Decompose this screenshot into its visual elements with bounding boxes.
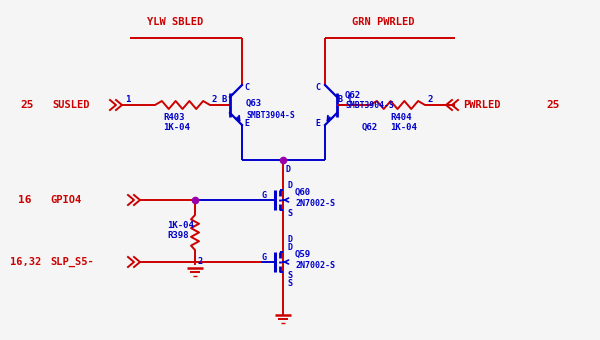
Text: 25: 25 — [20, 100, 34, 110]
Text: SLP_S5-: SLP_S5- — [50, 257, 94, 267]
Text: 1: 1 — [125, 95, 130, 103]
Text: 2: 2 — [427, 95, 433, 103]
Text: R403: R403 — [163, 114, 185, 122]
Text: E: E — [315, 119, 320, 128]
Text: SUSLED: SUSLED — [52, 100, 89, 110]
Text: Q62: Q62 — [345, 90, 361, 100]
Text: 25: 25 — [546, 100, 560, 110]
Text: D: D — [287, 182, 292, 190]
Text: 16,32: 16,32 — [10, 257, 41, 267]
Text: B: B — [222, 95, 227, 103]
Text: Q62: Q62 — [362, 122, 378, 132]
Text: E: E — [244, 119, 249, 128]
Text: PWRLED: PWRLED — [463, 100, 500, 110]
Text: D: D — [286, 165, 291, 173]
Text: 1K-04: 1K-04 — [390, 122, 417, 132]
Text: S: S — [287, 209, 292, 219]
Text: GPIO4: GPIO4 — [50, 195, 81, 205]
Text: S: S — [287, 279, 292, 289]
Text: Q59: Q59 — [295, 250, 311, 258]
Text: Q60: Q60 — [295, 187, 311, 197]
Text: YLW SBLED: YLW SBLED — [147, 17, 203, 27]
Text: 2N7002-S: 2N7002-S — [295, 260, 335, 270]
Text: B: B — [337, 95, 342, 103]
Text: C: C — [315, 83, 320, 91]
Text: SMBT3904-S: SMBT3904-S — [246, 110, 295, 119]
Text: C: C — [244, 83, 249, 91]
Text: 1K-04: 1K-04 — [163, 122, 190, 132]
Text: 1K-04: 1K-04 — [167, 221, 194, 230]
Text: G: G — [261, 253, 266, 261]
Text: Q63: Q63 — [246, 99, 262, 107]
Text: R398: R398 — [167, 232, 188, 240]
Text: SMBT3904-S: SMBT3904-S — [345, 101, 394, 109]
Text: D: D — [287, 243, 292, 253]
Text: R404: R404 — [390, 114, 412, 122]
Text: G: G — [261, 190, 266, 200]
Text: D: D — [287, 236, 292, 244]
Text: GRN PWRLED: GRN PWRLED — [352, 17, 414, 27]
Text: 16: 16 — [18, 195, 32, 205]
Text: 2: 2 — [198, 257, 203, 267]
Text: 2N7002-S: 2N7002-S — [295, 199, 335, 207]
Text: S: S — [287, 272, 292, 280]
Text: 2: 2 — [212, 95, 217, 103]
Text: 1: 1 — [346, 95, 352, 103]
